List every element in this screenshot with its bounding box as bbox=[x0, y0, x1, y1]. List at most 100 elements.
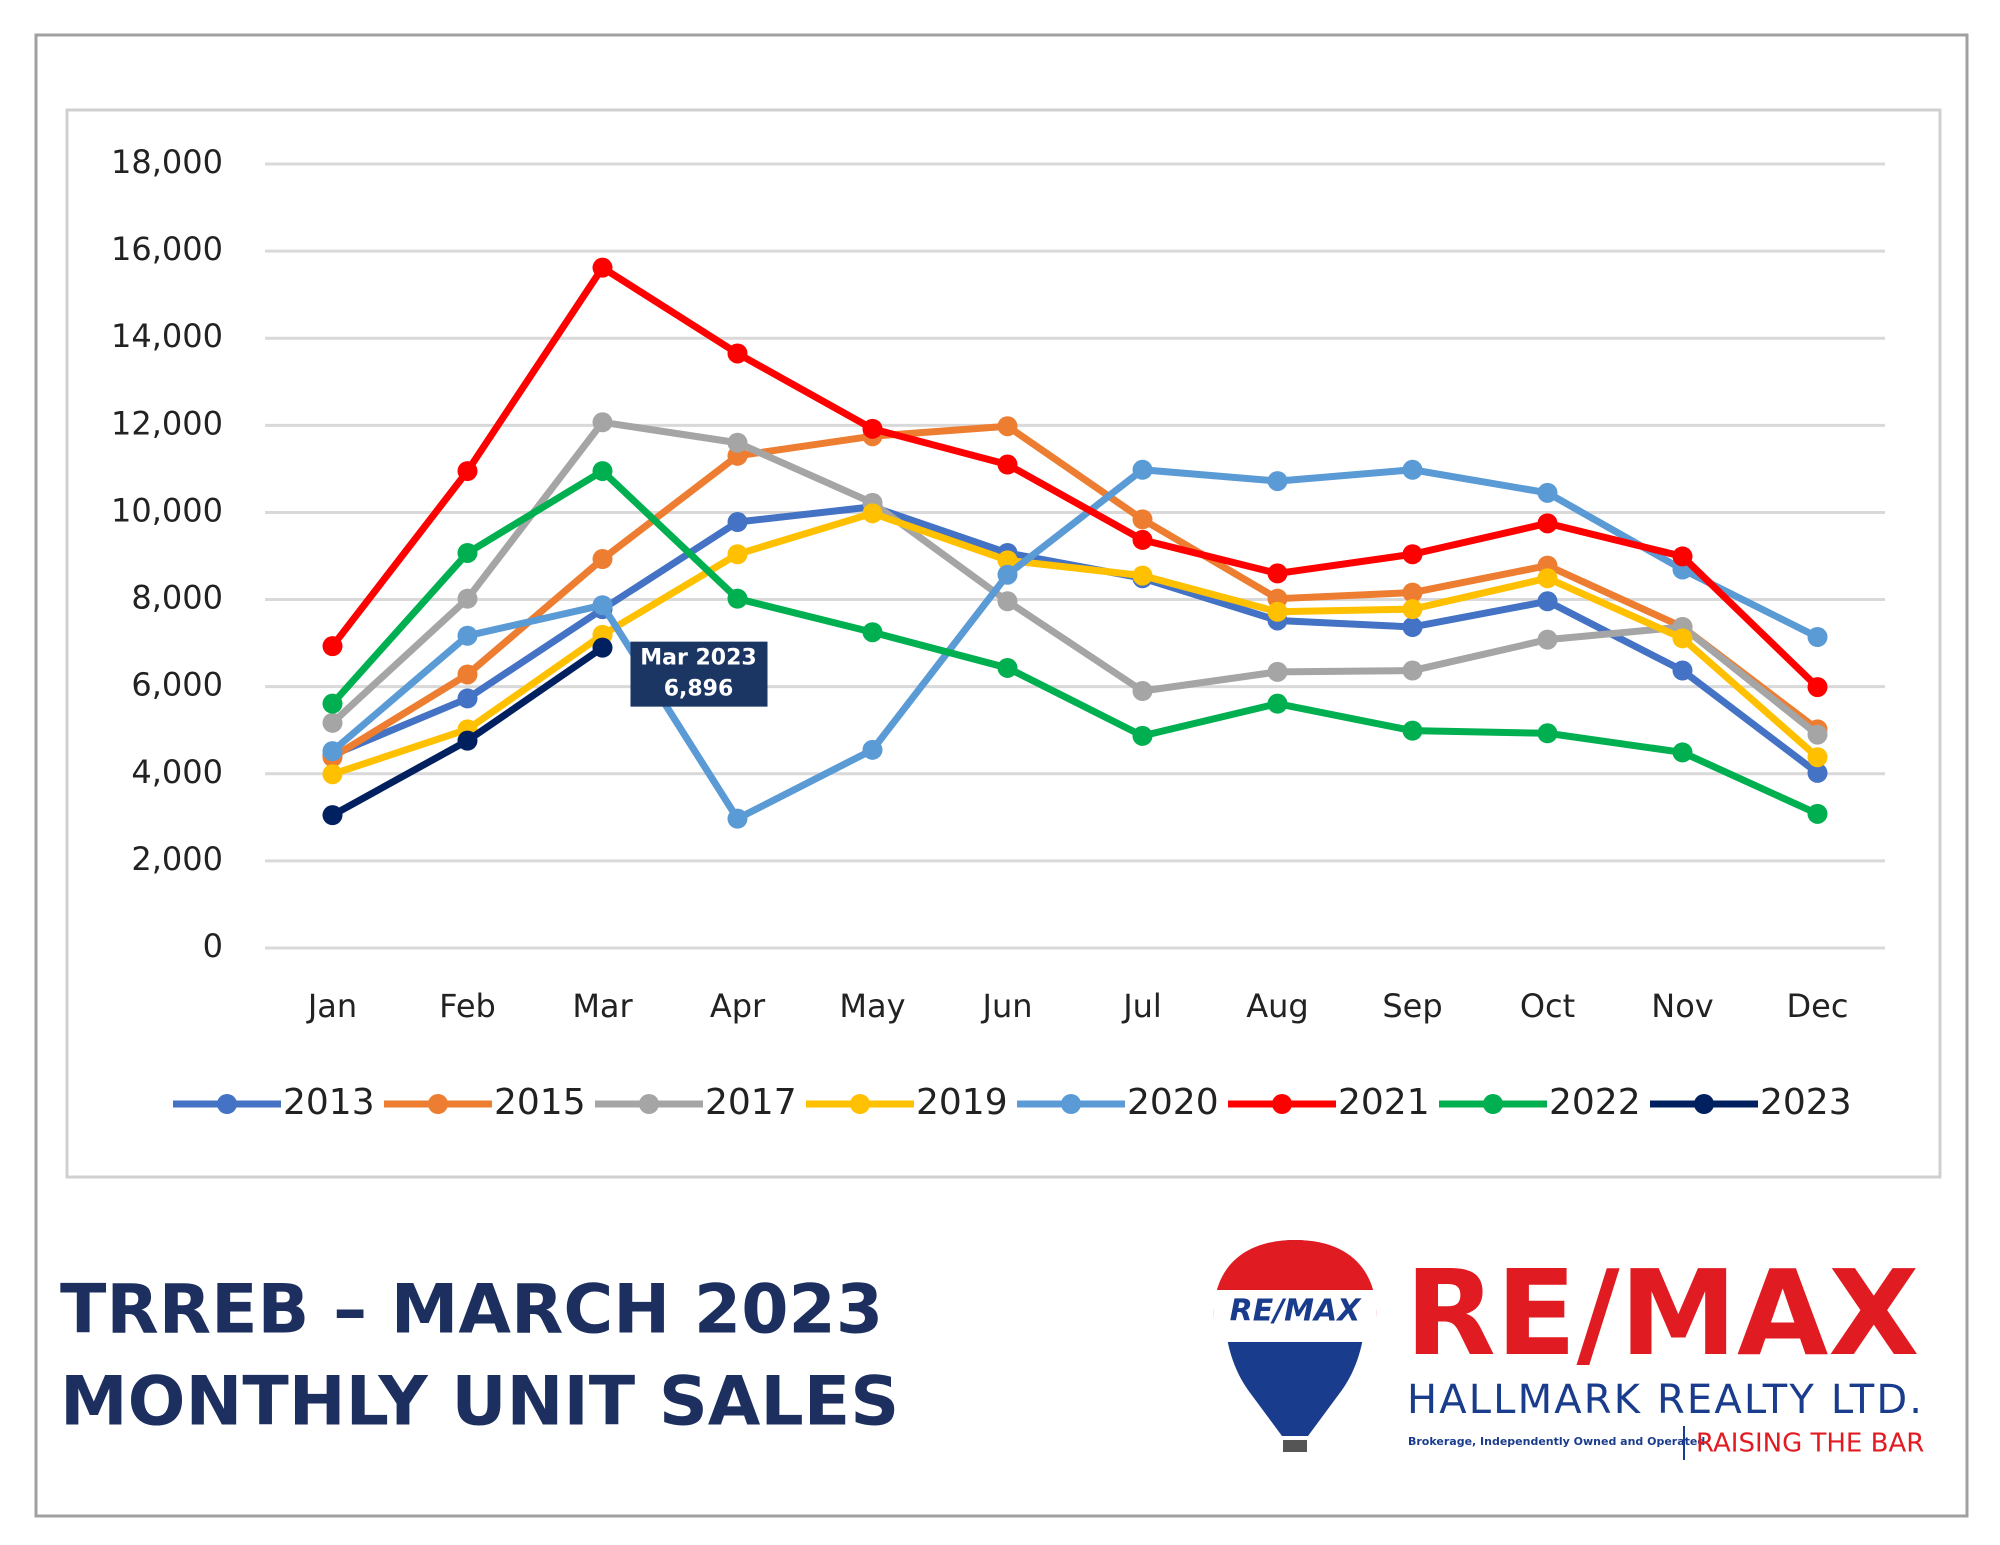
series-line bbox=[329, 467, 1819, 818]
series-line bbox=[330, 418, 1820, 738]
legend-label: 2022 bbox=[1549, 1082, 1641, 1123]
data-point bbox=[997, 657, 1018, 678]
data-point bbox=[1132, 459, 1153, 480]
y-tick-label: 4,000 bbox=[131, 753, 223, 791]
data-point bbox=[1267, 601, 1288, 622]
legend-label: 2023 bbox=[1760, 1082, 1852, 1123]
data-point bbox=[1267, 563, 1288, 584]
data-label: 6,896 bbox=[664, 677, 734, 702]
footer-title: MONTHLY UNIT SALES bbox=[60, 1363, 899, 1442]
data-point bbox=[727, 432, 748, 453]
data-point bbox=[1807, 747, 1828, 768]
data-point bbox=[997, 454, 1018, 475]
data-point bbox=[997, 591, 1018, 612]
data-point bbox=[592, 412, 613, 433]
data-point bbox=[592, 595, 613, 616]
data-point bbox=[322, 636, 343, 657]
logo-company: HALLMARK REALTY LTD. bbox=[1407, 1377, 1922, 1423]
x-tick-label: Jan bbox=[306, 987, 357, 1025]
x-tick-label: Sep bbox=[1382, 987, 1442, 1025]
footer-title: TRREB – MARCH 2023 bbox=[60, 1271, 883, 1350]
x-tick-label: Oct bbox=[1520, 987, 1575, 1025]
y-tick-label: 0 bbox=[203, 927, 223, 965]
legend-label: 2020 bbox=[1127, 1082, 1219, 1123]
balloon-band bbox=[1214, 1290, 1376, 1342]
y-tick-label: 12,000 bbox=[111, 404, 223, 442]
legend-marker bbox=[1694, 1094, 1714, 1114]
y-tick-label: 8,000 bbox=[131, 579, 223, 617]
x-tick-label: Jul bbox=[1121, 987, 1162, 1025]
y-tick-label: 18,000 bbox=[111, 143, 223, 181]
y-tick-label: 2,000 bbox=[131, 840, 223, 878]
data-point bbox=[1807, 724, 1828, 745]
series-line bbox=[331, 509, 1820, 778]
data-point bbox=[862, 739, 883, 760]
data-point bbox=[727, 588, 748, 609]
data-point bbox=[997, 564, 1018, 585]
data-point bbox=[1267, 471, 1288, 492]
balloon-brand: RE/MAX bbox=[1230, 1294, 1363, 1329]
x-tick-label: Jun bbox=[981, 987, 1033, 1025]
data-point bbox=[592, 549, 613, 570]
data-point bbox=[592, 637, 613, 658]
data-point bbox=[322, 764, 343, 785]
legend-marker bbox=[428, 1094, 448, 1114]
y-tick-label: 10,000 bbox=[111, 491, 223, 529]
logo-tagline: Brokerage, Independently Owned and Opera… bbox=[1408, 1435, 1705, 1448]
data-point bbox=[1537, 568, 1558, 589]
legend-label: 2015 bbox=[494, 1082, 586, 1123]
logo-slogan: RAISING THE BAR bbox=[1696, 1429, 1924, 1459]
data-point bbox=[1402, 660, 1423, 681]
data-point bbox=[1672, 742, 1693, 763]
data-point bbox=[1807, 803, 1828, 824]
x-tick-label: Dec bbox=[1787, 987, 1849, 1025]
data-point bbox=[1132, 565, 1153, 586]
data-point bbox=[457, 588, 478, 609]
series-line bbox=[330, 422, 1820, 761]
data-point bbox=[1267, 661, 1288, 682]
x-tick-label: Nov bbox=[1651, 987, 1713, 1025]
tooltip-title: Mar 2023 bbox=[640, 646, 756, 671]
legend-label: 2019 bbox=[916, 1082, 1008, 1123]
legend-marker bbox=[1483, 1094, 1503, 1114]
x-tick-label: Aug bbox=[1246, 987, 1308, 1025]
data-point bbox=[997, 416, 1018, 437]
data-point bbox=[1537, 723, 1558, 744]
data-point bbox=[1672, 660, 1693, 681]
legend-label: 2017 bbox=[705, 1082, 797, 1123]
data-point bbox=[322, 693, 343, 714]
data-point bbox=[592, 461, 613, 482]
y-tick-label: 6,000 bbox=[131, 666, 223, 704]
logo-balloon: RE/MAX bbox=[1213, 1240, 1377, 1452]
data-point bbox=[1537, 482, 1558, 503]
data-point bbox=[1672, 628, 1693, 649]
data-point bbox=[727, 512, 748, 533]
data-point bbox=[1402, 616, 1423, 637]
data-point bbox=[1537, 591, 1558, 612]
data-point bbox=[727, 544, 748, 565]
data-point bbox=[457, 625, 478, 646]
data-point bbox=[862, 622, 883, 643]
series-line bbox=[329, 264, 1820, 690]
data-point bbox=[1537, 629, 1558, 650]
legend-marker bbox=[1061, 1094, 1081, 1114]
data-point bbox=[322, 741, 343, 762]
data-point bbox=[1402, 582, 1423, 603]
legend-label: 2021 bbox=[1338, 1082, 1430, 1123]
balloon-basket bbox=[1283, 1440, 1307, 1452]
data-point bbox=[1132, 509, 1153, 530]
data-point bbox=[457, 688, 478, 709]
tooltip-box bbox=[630, 641, 768, 707]
data-point bbox=[727, 343, 748, 364]
data-point bbox=[1807, 627, 1828, 648]
data-point bbox=[1402, 544, 1423, 565]
data-point bbox=[457, 664, 478, 685]
logo-brand: RE/MAX bbox=[1405, 1244, 1919, 1382]
data-point bbox=[997, 550, 1018, 571]
data-point bbox=[322, 805, 343, 826]
data-point bbox=[592, 257, 613, 278]
data-point bbox=[862, 418, 883, 439]
x-tick-label: Apr bbox=[710, 987, 766, 1025]
legend-label: 2013 bbox=[283, 1082, 375, 1123]
